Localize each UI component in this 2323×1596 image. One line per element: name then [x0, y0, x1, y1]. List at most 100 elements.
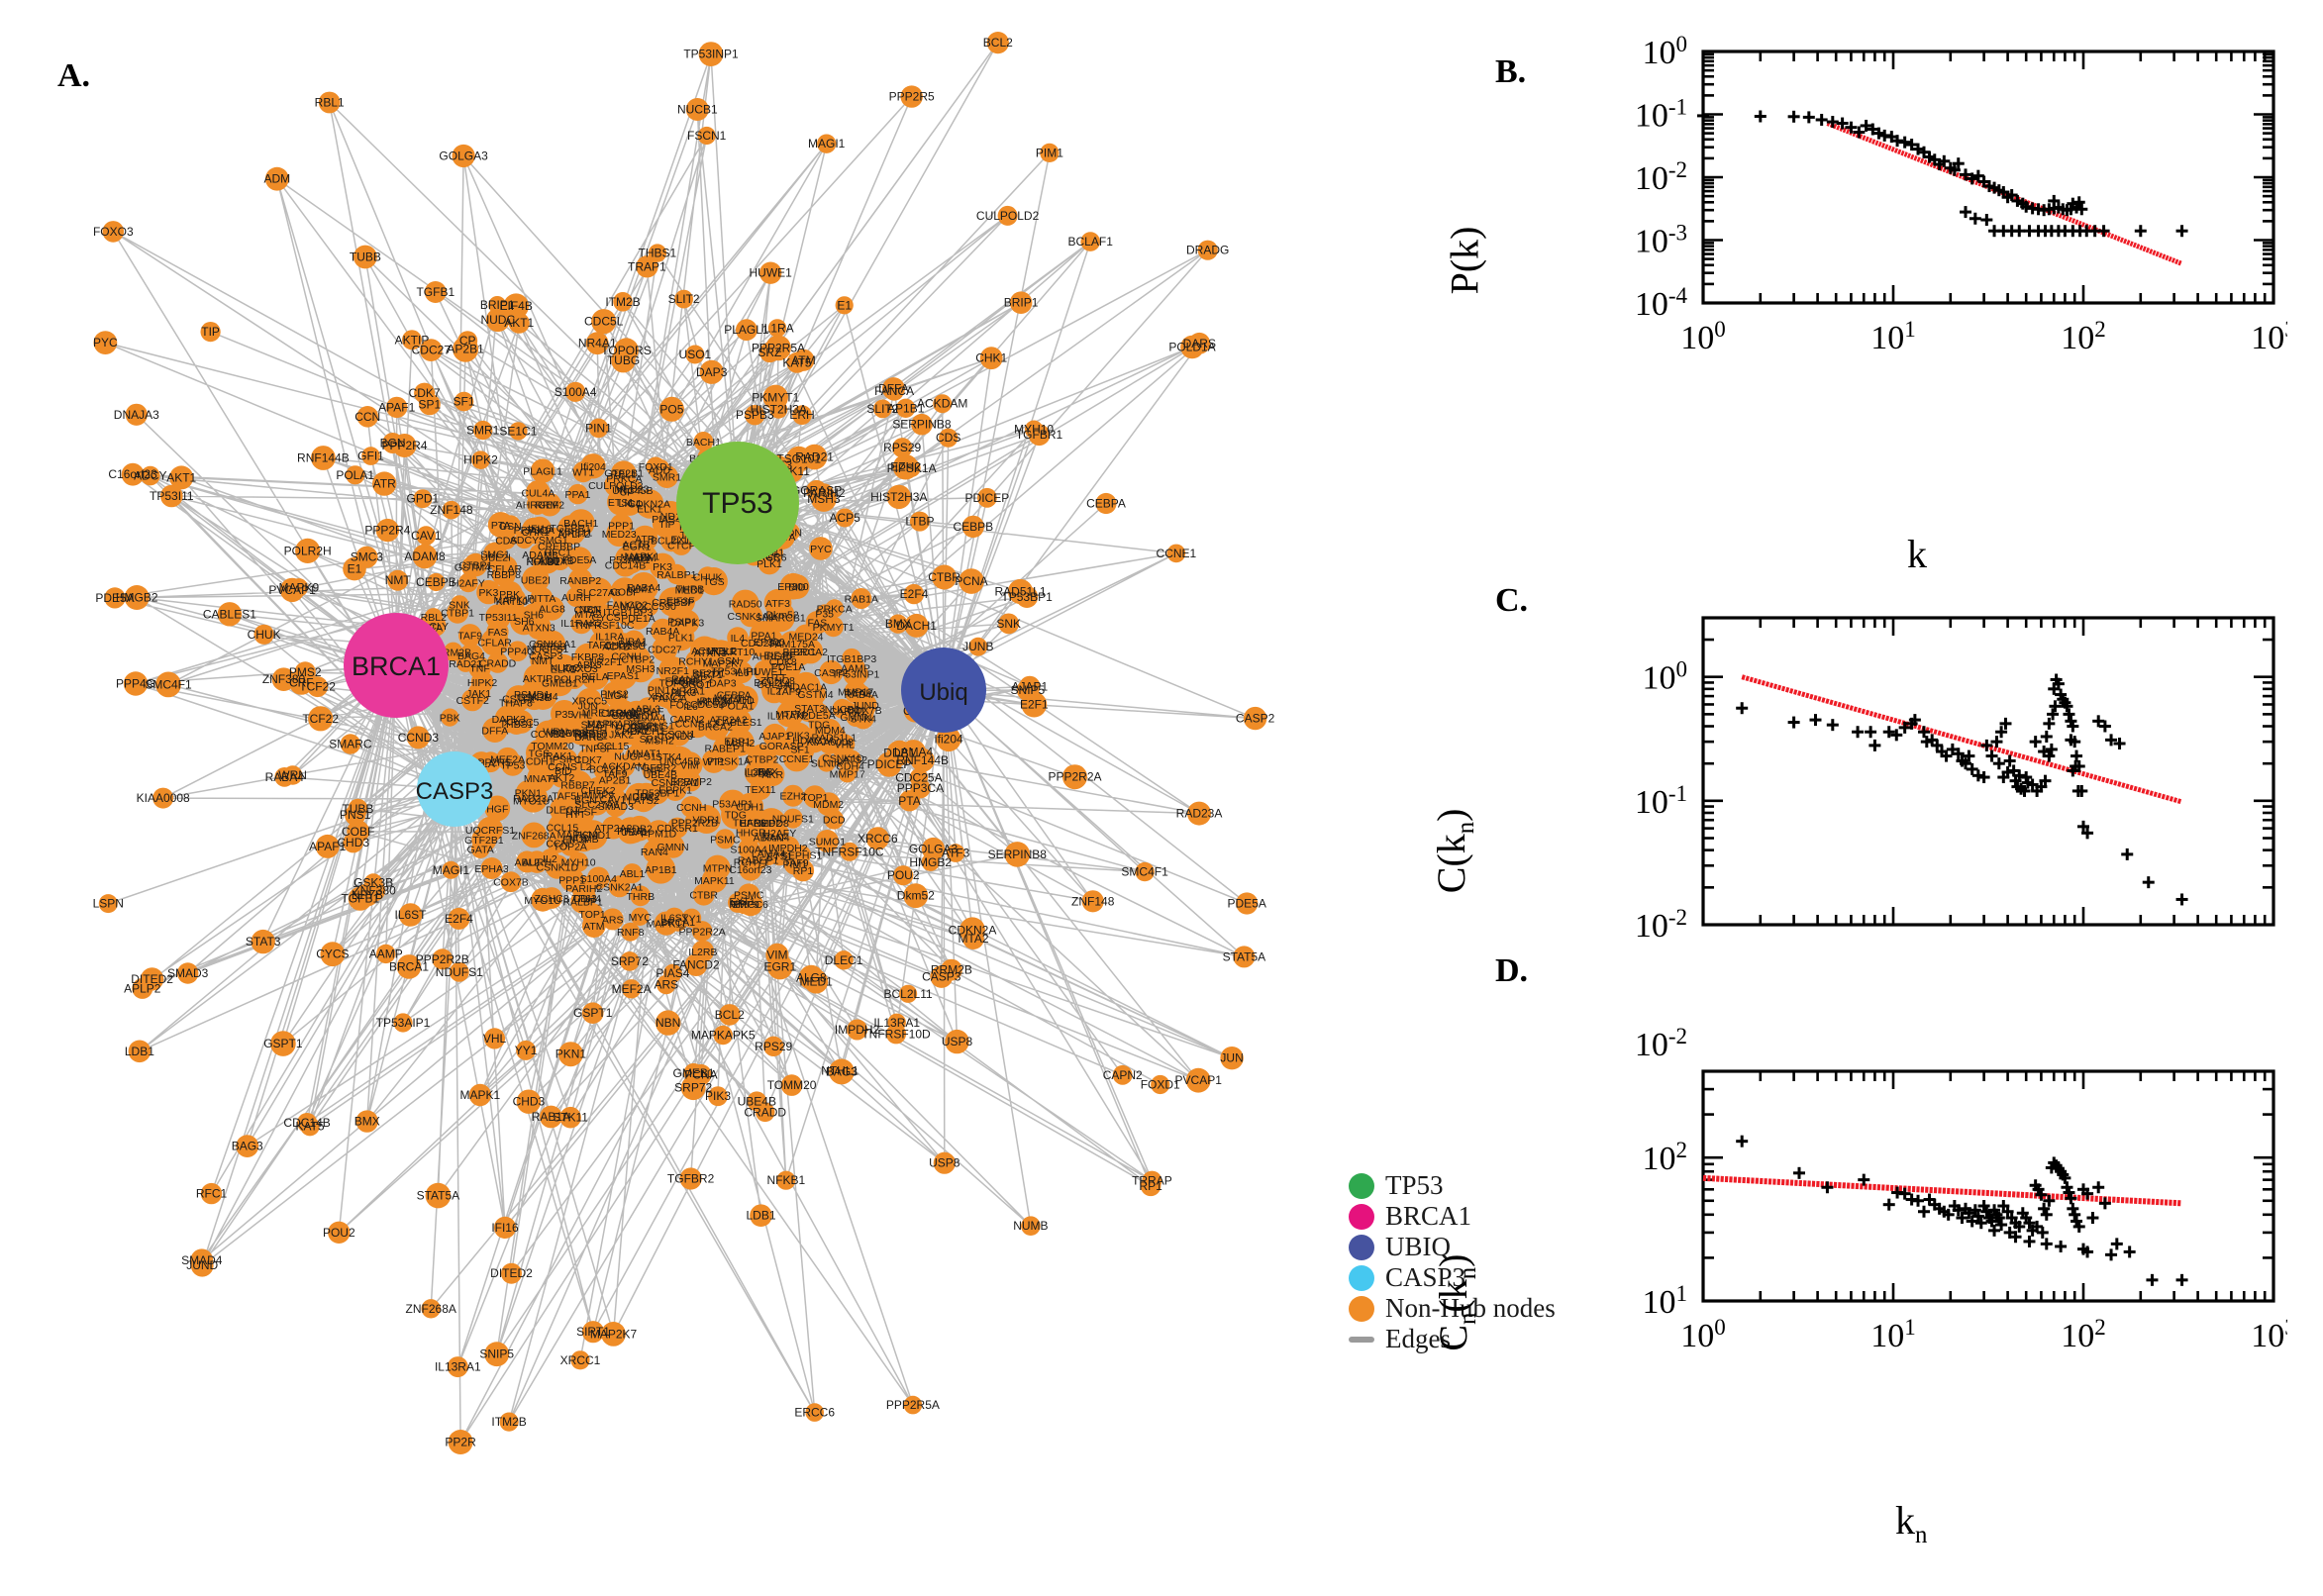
network-node[interactable] [476, 579, 501, 605]
network-node[interactable] [559, 1106, 581, 1129]
network-node[interactable] [817, 134, 837, 153]
network-node[interactable] [805, 1403, 824, 1422]
network-node[interactable] [526, 493, 549, 515]
network-node[interactable] [461, 555, 483, 578]
network-node[interactable] [480, 751, 501, 773]
network-node[interactable] [961, 515, 984, 539]
network-node[interactable] [903, 883, 929, 909]
network-node[interactable] [715, 829, 736, 849]
network-node[interactable] [649, 552, 676, 579]
network-node[interactable] [1081, 890, 1104, 913]
network-node[interactable] [526, 739, 553, 766]
network-node[interactable] [217, 602, 243, 627]
network-node[interactable] [697, 126, 716, 146]
network-node[interactable] [432, 948, 454, 970]
network-node[interactable] [945, 1029, 969, 1054]
network-node[interactable] [363, 879, 386, 902]
network-node[interactable] [921, 837, 946, 861]
network-node[interactable] [986, 31, 1009, 54]
network-node[interactable] [467, 682, 490, 705]
network-node[interactable] [1021, 1216, 1041, 1236]
network-node[interactable] [1135, 861, 1155, 882]
network-node[interactable] [658, 396, 684, 422]
network-node[interactable] [1236, 892, 1259, 915]
network-node[interactable] [588, 630, 618, 659]
network-node[interactable] [200, 322, 221, 343]
network-node[interactable] [811, 486, 837, 512]
hub-node-brca1[interactable] [344, 613, 449, 718]
network-node[interactable] [651, 618, 675, 643]
network-node[interactable] [679, 1167, 702, 1190]
network-node[interactable] [458, 572, 478, 593]
network-node[interactable] [902, 458, 921, 477]
network-node[interactable] [959, 568, 984, 594]
network-node[interactable] [1021, 691, 1048, 718]
network-node[interactable] [177, 962, 199, 984]
network-node[interactable] [816, 792, 841, 817]
network-node[interactable] [493, 1216, 517, 1239]
network-node[interactable] [903, 583, 925, 605]
network-node[interactable] [896, 398, 916, 418]
network-node[interactable] [1062, 764, 1087, 790]
network-node[interactable] [755, 627, 784, 656]
network-node[interactable] [375, 518, 400, 543]
network-node[interactable] [448, 1430, 473, 1454]
network-node[interactable] [320, 942, 346, 967]
network-node[interactable] [692, 883, 715, 906]
network-node[interactable] [1243, 706, 1267, 731]
network-node[interactable] [643, 840, 666, 863]
network-node[interactable] [699, 359, 724, 384]
network-node[interactable] [451, 595, 469, 614]
network-node[interactable] [393, 1013, 413, 1033]
network-node[interactable] [578, 597, 602, 621]
network-node[interactable] [664, 746, 695, 776]
network-node[interactable] [253, 624, 274, 645]
network-node[interactable] [674, 289, 693, 309]
network-node[interactable] [530, 458, 556, 483]
network-node[interactable] [601, 908, 624, 931]
network-node[interactable] [387, 569, 409, 591]
network-node[interactable] [93, 331, 118, 354]
network-node[interactable] [900, 85, 923, 108]
network-node[interactable] [169, 465, 194, 490]
network-node[interactable] [480, 857, 503, 879]
network-node[interactable] [361, 447, 380, 465]
network-node[interactable] [1112, 1064, 1133, 1085]
network-node[interactable] [648, 244, 667, 262]
network-node[interactable] [717, 708, 740, 731]
network-node[interactable] [499, 515, 522, 537]
network-node[interactable] [471, 827, 497, 852]
network-node[interactable] [557, 515, 583, 541]
network-node[interactable] [421, 1299, 441, 1319]
network-node[interactable] [501, 1262, 522, 1284]
network-node[interactable] [340, 734, 361, 754]
network-node[interactable] [449, 961, 469, 982]
network-node[interactable] [697, 566, 718, 587]
network-node[interactable] [516, 1089, 542, 1114]
network-node[interactable] [1166, 544, 1186, 563]
network-node[interactable] [270, 1031, 296, 1056]
network-node[interactable] [633, 782, 659, 810]
network-node[interactable] [419, 339, 443, 361]
network-node[interactable] [998, 613, 1020, 635]
network-node[interactable] [801, 444, 828, 470]
network-node[interactable] [279, 577, 305, 603]
network-node[interactable] [509, 422, 528, 441]
network-node[interactable] [613, 590, 642, 620]
network-node[interactable] [559, 867, 584, 892]
network-node[interactable] [791, 671, 821, 702]
network-node[interactable] [570, 1350, 590, 1370]
network-node[interactable] [997, 205, 1018, 226]
network-node[interactable] [565, 381, 586, 402]
network-node[interactable] [140, 967, 164, 991]
network-node[interactable] [842, 648, 861, 668]
network-node[interactable] [763, 1036, 784, 1057]
network-node[interactable] [98, 894, 118, 914]
network-node[interactable] [413, 489, 433, 509]
network-node[interactable] [693, 432, 714, 451]
network-node[interactable] [1187, 801, 1211, 826]
network-node[interactable] [770, 823, 789, 843]
network-node[interactable] [666, 817, 688, 839]
network-node[interactable] [484, 1342, 510, 1367]
network-node[interactable] [819, 659, 844, 685]
